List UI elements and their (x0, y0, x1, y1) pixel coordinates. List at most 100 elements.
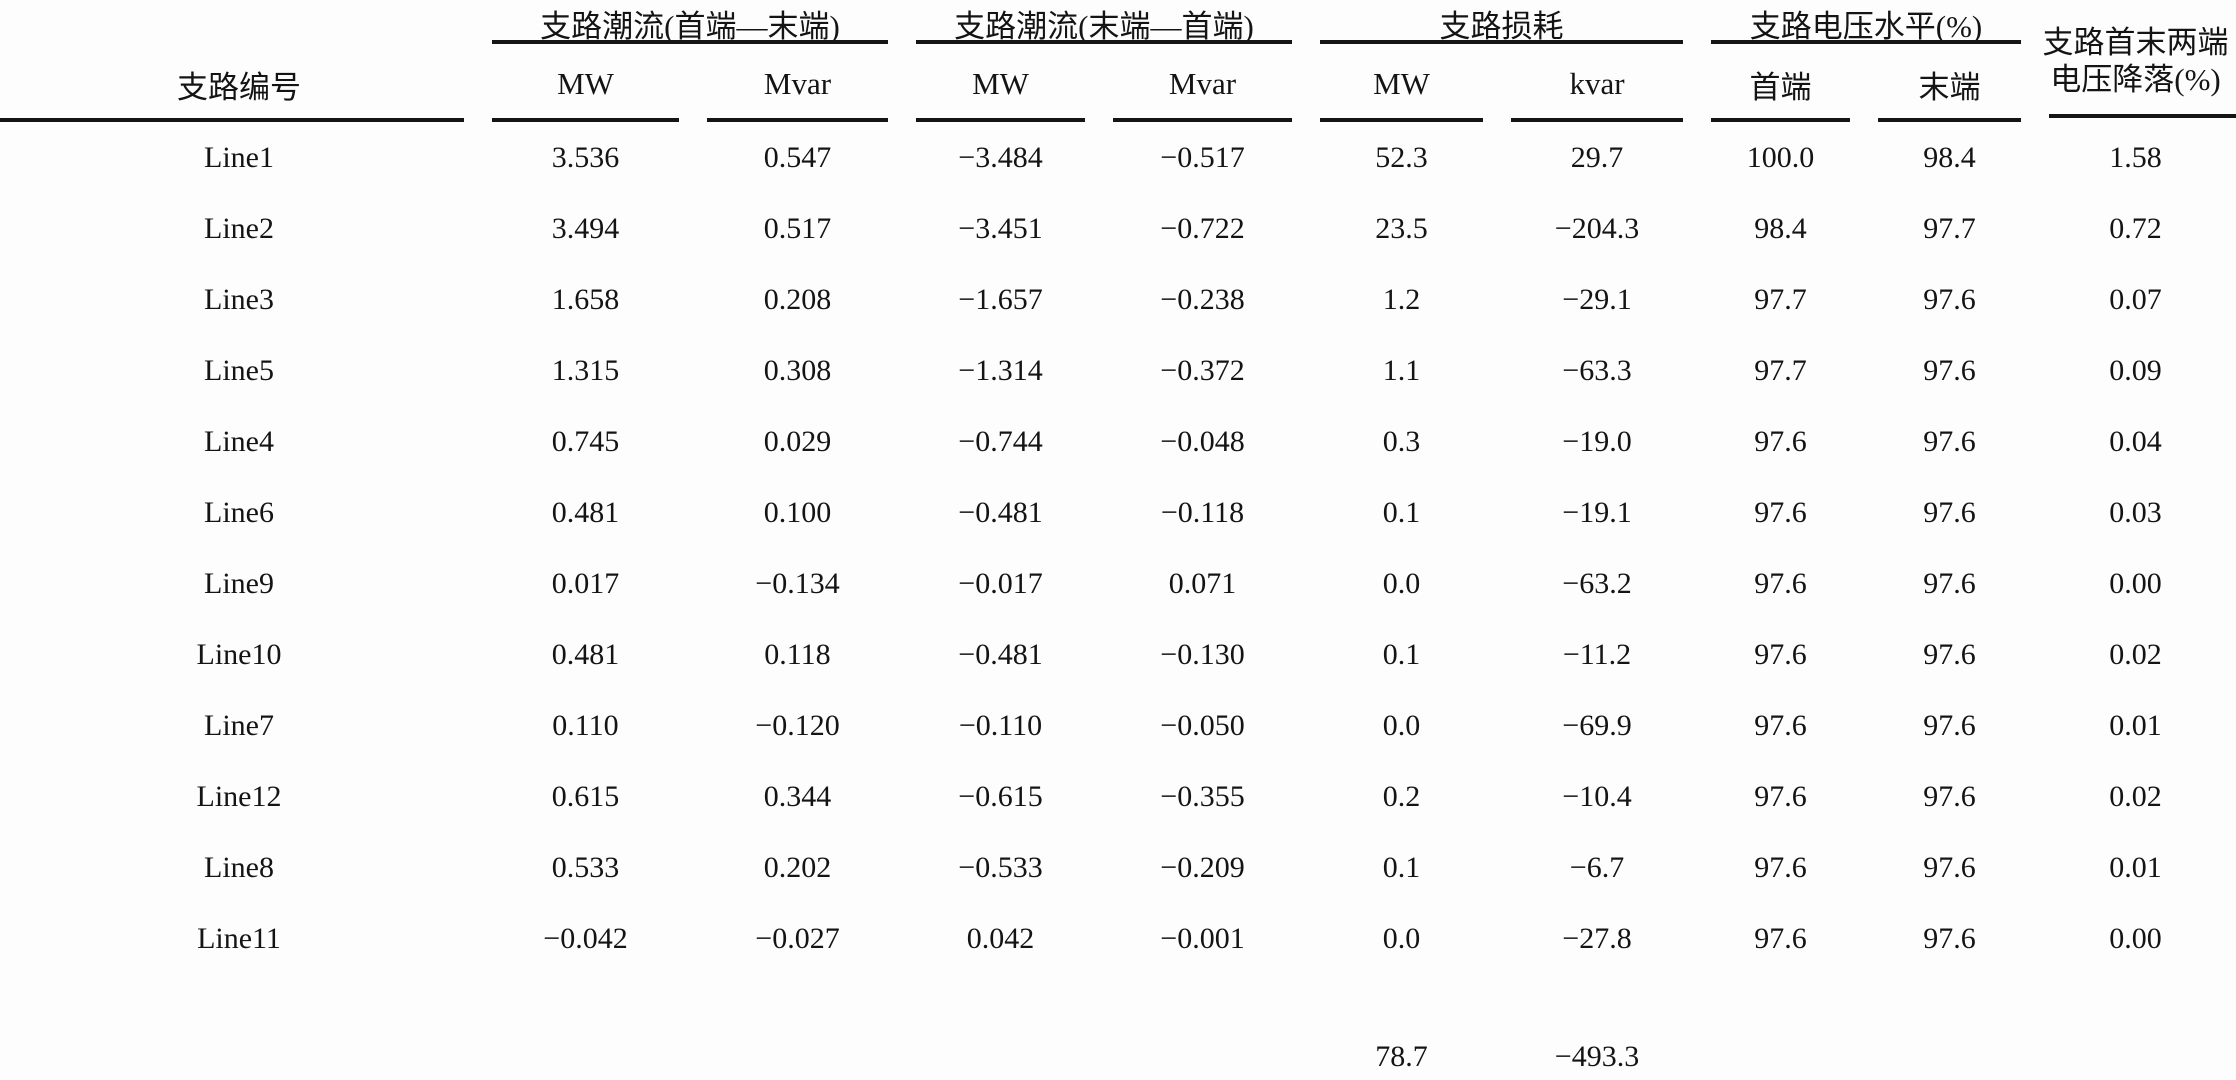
total-loss-mw: 78.7 (1375, 1040, 1428, 1073)
value-cell: 1.2 (1382, 282, 1421, 316)
value-cell: −6.7 (1569, 850, 1625, 884)
header-voltage-last-end: 末端 (1864, 46, 2035, 122)
value-cell: 97.6 (1923, 921, 1976, 955)
unit-label: 末端 (1918, 69, 1981, 105)
value-cell: −69.9 (1562, 708, 1632, 742)
value-cell: 98.4 (1754, 211, 1807, 245)
branch-id-cell: Line1 (204, 140, 274, 174)
value-cell: 0.481 (551, 637, 620, 671)
header-loss-mw: MW (1306, 46, 1497, 122)
value-cell: 97.7 (1754, 353, 1807, 387)
header-underline (1878, 118, 2022, 122)
header-underline (492, 118, 679, 122)
empty-cell (902, 1034, 1099, 1080)
table-footer: 78.7 −493.3 (0, 974, 2236, 1080)
value-cell: 0.118 (764, 637, 831, 671)
table-row: Line7 0.110 −0.120 −0.110 −0.050 0.0 −69.9 97.6… (0, 690, 2236, 761)
header-underline (1320, 118, 1483, 122)
group-underline (492, 40, 888, 44)
value-cell: 0.615 (551, 779, 620, 813)
value-cell: −29.1 (1562, 282, 1632, 316)
value-cell: −0.615 (958, 779, 1043, 813)
value-cell: 97.6 (1923, 282, 1976, 316)
empty-cell (1697, 1034, 1864, 1080)
empty-cell (0, 1034, 478, 1080)
table-row: Line9 0.017 −0.134 −0.017 0.071 0.0 −63.2 97.6 9… (0, 548, 2236, 619)
corner-empty-cell (0, 0, 478, 46)
value-cell: 97.7 (1923, 211, 1976, 245)
branch-id-cell: Line3 (204, 282, 274, 316)
empty-cell (1099, 1034, 1306, 1080)
group-label: 支路损耗 (1439, 8, 1564, 44)
value-cell: 97.6 (1923, 779, 1976, 813)
value-cell: 97.7 (1754, 282, 1807, 316)
value-cell: −0.017 (958, 566, 1043, 600)
value-cell: 97.6 (1754, 921, 1807, 955)
value-cell: −0.355 (1160, 779, 1245, 813)
table-row: Line2 3.494 0.517 −3.451 −0.722 23.5 −204.3 98.… (0, 193, 2236, 264)
value-cell: −19.0 (1562, 424, 1632, 458)
table-row: Line12 0.615 0.344 −0.615 −0.355 0.2 −10.4 97.6… (0, 761, 2236, 832)
unit-label: 首端 (1749, 69, 1812, 105)
spacer-row (0, 974, 2236, 1034)
value-cell: −1.657 (958, 282, 1043, 316)
value-cell: 1.1 (1382, 353, 1421, 387)
unit-label: MW (1373, 66, 1430, 101)
value-cell: 0.481 (551, 495, 620, 529)
value-cell: −3.484 (958, 140, 1043, 174)
value-cell: 0.533 (551, 850, 620, 884)
value-cell: −0.238 (1160, 282, 1245, 316)
branch-id-cell: Line12 (196, 779, 282, 813)
value-cell: 0.02 (2109, 637, 2162, 671)
value-cell: 0.0 (1382, 566, 1421, 600)
voltage-drop-label-line1: 支路首末两端 (2042, 25, 2229, 60)
value-cell: −0.481 (958, 637, 1043, 671)
header-underline (916, 118, 1085, 122)
value-cell: −10.4 (1562, 779, 1632, 813)
value-cell: −3.451 (958, 211, 1043, 245)
value-cell: 97.6 (1754, 637, 1807, 671)
header-loss-kvar: kvar (1497, 46, 1697, 122)
value-cell: −0.134 (755, 566, 840, 600)
value-cell: 97.6 (1754, 779, 1807, 813)
group-header-flow-tail-to-head: 支路潮流(末端—首端) (902, 0, 1306, 46)
unit-label: Mvar (1168, 66, 1237, 101)
value-cell: 1.58 (2109, 140, 2162, 174)
value-cell: 0.071 (1168, 566, 1237, 600)
value-cell: 97.6 (1754, 708, 1807, 742)
value-cell: 0.344 (763, 779, 832, 813)
value-cell: 97.6 (1754, 424, 1807, 458)
value-cell: 97.6 (1754, 850, 1807, 884)
header-underline (1511, 118, 1683, 122)
voltage-drop-label-line2: 电压降落(%) (2050, 62, 2221, 97)
table-body: Line1 3.536 0.547 −3.484 −0.517 52.3 29.7 100.0… (0, 122, 2236, 974)
branch-id-cell: Line6 (204, 495, 274, 529)
table-row: Line6 0.481 0.100 −0.481 −0.118 0.1 −19.1 97.6 9… (0, 477, 2236, 548)
value-cell: 0.017 (551, 566, 620, 600)
value-cell: −0.517 (1160, 140, 1245, 174)
value-cell: 0.029 (763, 424, 832, 458)
group-header-row: 支路潮流(首端—末端) 支路潮流(末端—首端) 支路损耗 支路电压水平(%) (0, 0, 2236, 118)
value-cell: 1.658 (551, 282, 620, 316)
value-cell: 0.00 (2109, 566, 2162, 600)
header-voltage-first-end: 首端 (1697, 46, 1864, 122)
value-cell: 97.6 (1923, 708, 1976, 742)
table-row: Line11 −0.042 −0.027 0.042 −0.001 0.0 −27.8 97.… (0, 903, 2236, 974)
value-cell: 97.6 (1923, 637, 1976, 671)
branch-id-cell: Line8 (204, 850, 274, 884)
value-cell: 0.0 (1382, 921, 1421, 955)
group-header-voltage-level: 支路电压水平(%) (1697, 0, 2035, 46)
value-cell: 1.315 (551, 353, 620, 387)
group-label: 支路电压水平(%) (1749, 8, 1983, 44)
table-row: Line4 0.745 0.029 −0.744 −0.048 0.3 −19.0 97.6 9… (0, 406, 2236, 477)
value-cell: 0.01 (2109, 850, 2162, 884)
group-header-branch-loss: 支路损耗 (1306, 0, 1697, 46)
value-cell: −0.372 (1160, 353, 1245, 387)
branch-id-cell: Line2 (204, 211, 274, 245)
group-label: 支路潮流(首端—末端) (540, 8, 840, 44)
table-row: Line8 0.533 0.202 −0.533 −0.209 0.1 −6.7 97.6 97… (0, 832, 2236, 903)
value-cell: −19.1 (1562, 495, 1632, 529)
table-row: Line3 1.658 0.208 −1.657 −0.238 1.2 −29.1 97.7 9… (0, 264, 2236, 335)
